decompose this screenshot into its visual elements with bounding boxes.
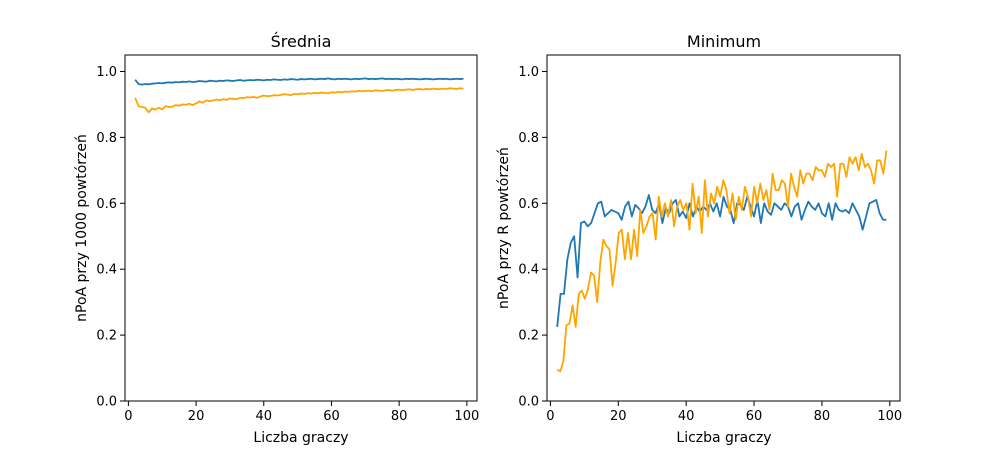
series-line-minimum-2 — [556, 150, 888, 373]
y-ticks-mean: 0.0 0.2 0.4 0.6 0.8 1.0 — [96, 65, 125, 410]
x-tick-label: 0 — [124, 409, 132, 424]
x-axis-label-minimum: Liczba graczy — [676, 430, 771, 446]
chart-panel-mean: Średnia 0 20 40 60 80 100 0.00.20.40.60.81.0 … — [74, 32, 479, 446]
x-tick-label: 100 — [877, 409, 902, 424]
x-tick-label: 60 — [323, 409, 340, 424]
x-tick-label: 100 — [454, 409, 479, 424]
y-tick-label: 0.4 — [96, 263, 117, 278]
series-line-mean-2 — [134, 87, 464, 114]
x-tick-label: 40 — [255, 409, 272, 424]
x-tick-label: 60 — [746, 409, 763, 424]
x-tick-label: 0 — [546, 409, 554, 424]
chart-title-mean: Średnia — [271, 32, 332, 51]
x-tick-label: 80 — [391, 409, 408, 424]
y-tick-label: 0.0 — [96, 395, 117, 410]
chart-title-minimum: Minimum — [687, 32, 761, 51]
series-layer-minimum — [556, 150, 888, 373]
series-layer-mean — [134, 77, 464, 114]
y-axis-label-mean: nPoA przy 1000 powtórzeń — [74, 134, 90, 322]
x-tick-label: 20 — [188, 409, 205, 424]
x-tick-label: 80 — [814, 409, 831, 424]
y-tick-label: 0.2 — [96, 329, 117, 344]
series-line-minimum-1 — [556, 194, 887, 327]
y-ticks-minimum: 0.0 0.2 0.4 0.6 0.8 1.0 — [518, 65, 547, 410]
x-axis-label-mean: Liczba graczy — [253, 430, 348, 446]
chart-panel-minimum: Minimum 0 20 40 60 80 100 0.00.20.40.60.81.0 … — [496, 32, 902, 446]
y-tick-label: 0.6 — [518, 197, 539, 212]
y-tick-label: 0.8 — [96, 131, 117, 146]
plot-frame-minimum — [546, 54, 901, 402]
y-tick-label: 1.0 — [96, 65, 117, 80]
series-line-mean-1 — [134, 77, 464, 86]
x-tick-label: 20 — [610, 409, 627, 424]
y-tick-label: 0.2 — [518, 329, 539, 344]
plot-frame-mean — [124, 54, 478, 402]
y-tick-label: 0.4 — [518, 263, 539, 278]
y-tick-label: 0.0 — [518, 395, 539, 410]
y-axis-label-minimum: nPoA przy R powtórzeń — [496, 147, 512, 309]
y-tick-label: 0.6 — [96, 197, 117, 212]
y-tick-label: 1.0 — [518, 65, 539, 80]
x-ticks-mean: 0 20 40 60 80 100 — [124, 401, 479, 424]
x-ticks-minimum: 0 20 40 60 80 100 — [546, 401, 902, 424]
x-tick-label: 40 — [678, 409, 695, 424]
y-tick-label: 0.8 — [518, 131, 539, 146]
